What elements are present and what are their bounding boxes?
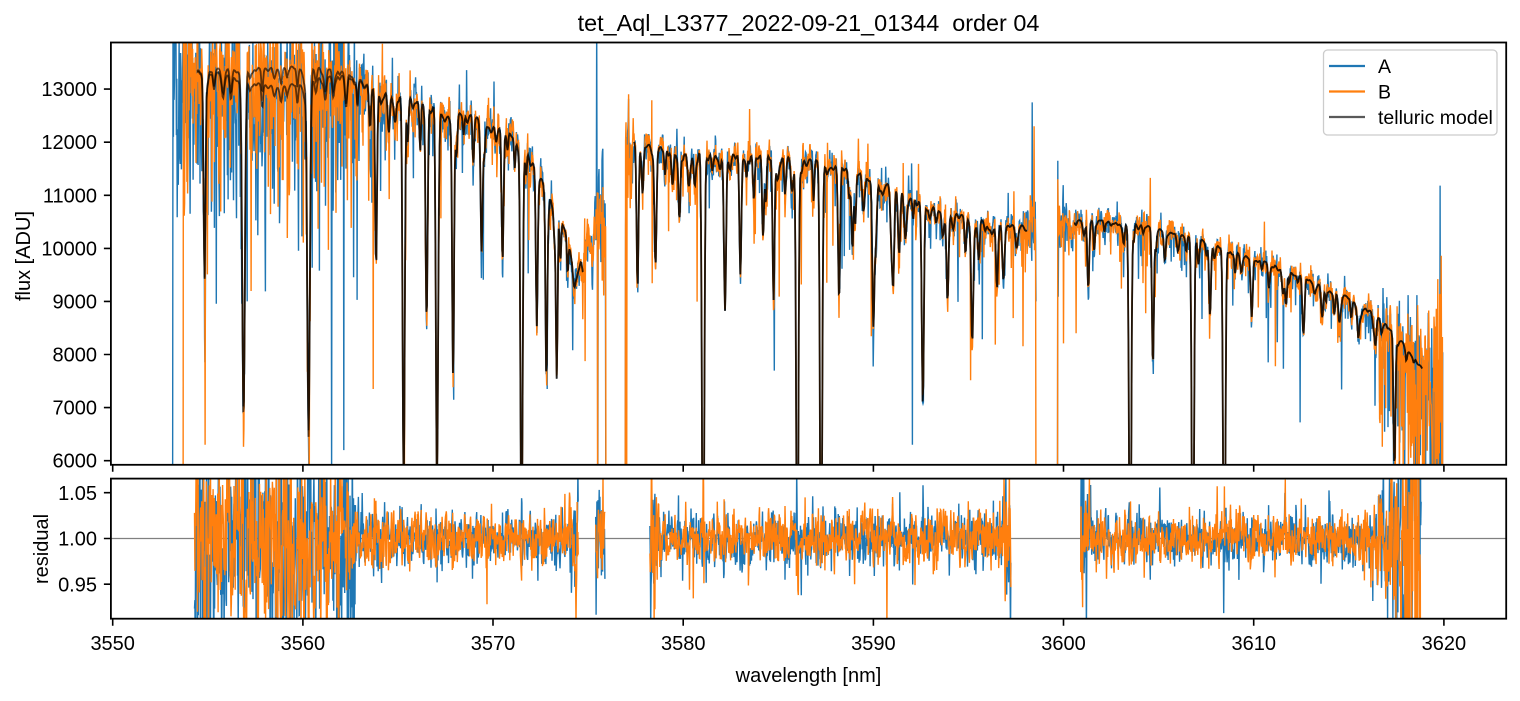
svg-text:tet_Aql_L3377_2022-09-21_01344: tet_Aql_L3377_2022-09-21_01344 order 04 xyxy=(578,10,1040,36)
svg-text:3550: 3550 xyxy=(90,633,135,655)
svg-text:telluric model: telluric model xyxy=(1378,107,1493,129)
svg-text:0.95: 0.95 xyxy=(58,574,97,596)
svg-text:1.05: 1.05 xyxy=(58,483,97,505)
svg-text:1.00: 1.00 xyxy=(58,529,97,551)
svg-text:13000: 13000 xyxy=(41,79,97,101)
svg-text:3590: 3590 xyxy=(851,633,896,655)
svg-text:wavelength [nm]: wavelength [nm] xyxy=(735,665,882,687)
svg-text:8000: 8000 xyxy=(53,345,98,367)
svg-text:3600: 3600 xyxy=(1041,633,1086,655)
svg-text:B: B xyxy=(1378,82,1391,104)
svg-text:12000: 12000 xyxy=(41,132,97,154)
svg-text:residual: residual xyxy=(31,514,53,584)
svg-text:10000: 10000 xyxy=(41,238,97,260)
svg-text:flux [ADU]: flux [ADU] xyxy=(13,211,35,301)
svg-text:A: A xyxy=(1378,56,1391,78)
svg-text:11000: 11000 xyxy=(43,185,97,207)
svg-text:3570: 3570 xyxy=(471,633,516,655)
svg-text:9000: 9000 xyxy=(53,291,98,313)
svg-text:6000: 6000 xyxy=(53,451,98,473)
svg-text:3580: 3580 xyxy=(661,633,706,655)
svg-text:3620: 3620 xyxy=(1422,633,1467,655)
svg-text:3610: 3610 xyxy=(1231,633,1276,655)
svg-text:7000: 7000 xyxy=(53,398,98,420)
svg-text:3560: 3560 xyxy=(281,633,326,655)
